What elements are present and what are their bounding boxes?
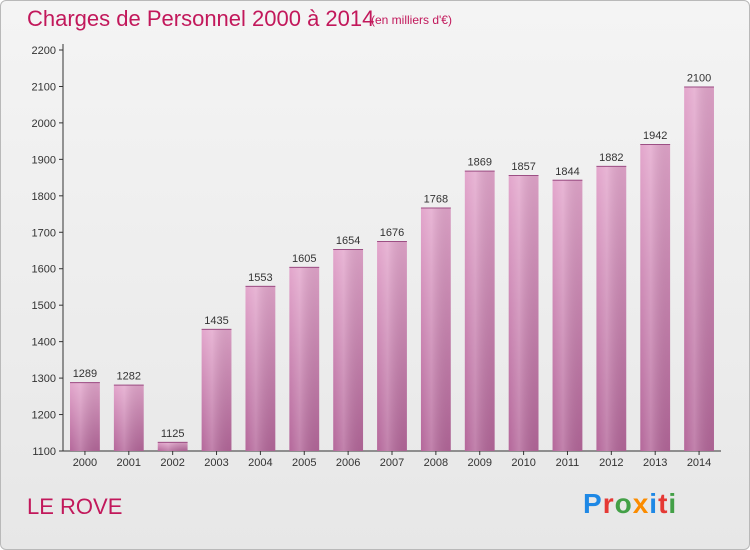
x-tick-label: 2011 [556, 457, 580, 469]
x-tick-label: 2001 [117, 457, 141, 469]
y-tick-label: 1800 [32, 191, 56, 203]
logo-letter: P [583, 488, 603, 519]
bar-shine [552, 179, 583, 451]
bar-shine [464, 170, 495, 451]
bars [70, 86, 714, 452]
proxiti-logo[interactable]: Proxiti [583, 488, 677, 520]
bar-value-label: 1857 [511, 161, 535, 173]
x-tick-label: 2004 [248, 457, 272, 469]
bar-value-label: 1654 [336, 235, 360, 247]
bar-value-label: 1882 [599, 152, 623, 164]
bar-shine [508, 175, 539, 451]
logo-letter: o [614, 488, 633, 519]
y-tick-label: 1100 [32, 446, 56, 458]
y-tick-label: 1200 [32, 410, 56, 422]
bar-value-label: 1282 [117, 371, 141, 383]
bar-value-label: 1605 [292, 253, 316, 265]
y-tick-label: 1700 [32, 227, 56, 239]
x-tick-label: 2003 [204, 457, 228, 469]
logo-letter: t [658, 488, 669, 519]
bar-shine [640, 144, 671, 451]
y-tick-label: 1500 [32, 300, 56, 312]
logo-letter: x [632, 488, 650, 519]
bar-value-label: 1553 [248, 272, 272, 284]
x-tick-label: 2014 [687, 457, 711, 469]
x-tick-label: 2008 [424, 457, 448, 469]
y-tick-label: 2000 [32, 118, 56, 130]
bar-value-label: 1289 [73, 368, 97, 380]
logo-letter: i [649, 488, 659, 519]
bar-shine [157, 441, 188, 451]
bar-value-label: 1125 [161, 428, 185, 440]
y-tick-label: 1600 [32, 264, 56, 276]
logo-letter: r [602, 488, 615, 519]
y-tick-label: 2200 [32, 45, 56, 57]
x-tick-label: 2009 [467, 457, 491, 469]
bar-shine [333, 249, 364, 451]
logo-letter: i [668, 488, 678, 519]
value-labels: 1289 1282 1125 1435 1553 1605 1654 1676 1768 1869… [73, 72, 712, 439]
bar-value-label: 1942 [643, 130, 667, 142]
bar-value-label: 1435 [204, 315, 228, 327]
chart-subtitle: (en milliers d'€) [371, 13, 452, 27]
bar-value-label: 1844 [555, 166, 579, 178]
x-tick-label: 2010 [511, 457, 535, 469]
x-tick-label: 2002 [160, 457, 184, 469]
x-tick-label: 2013 [643, 457, 667, 469]
bar-shine [420, 207, 451, 451]
chart-title: Charges de Personnel 2000 à 2014 [27, 6, 375, 31]
x-tick-label: 2005 [292, 457, 316, 469]
y-tick-labels: 1100 1200 1300 1400 1500 1600 1700 1800 1900 2000… [32, 45, 63, 458]
x-tick-labels: 2000 2001 2002 2003 2004 2005 2006 2007 2008 2009… [73, 451, 711, 469]
x-tick-label: 2012 [599, 457, 623, 469]
bar-shine [596, 165, 627, 451]
bar-shine [245, 285, 276, 451]
bar-shine [70, 382, 100, 451]
bar-shine [377, 241, 407, 451]
bar-shine [113, 384, 144, 451]
x-tick-label: 2007 [380, 457, 404, 469]
x-tick-label: 2006 [336, 457, 360, 469]
y-tick-label: 1900 [32, 154, 56, 166]
bar-value-label: 1676 [380, 227, 404, 239]
x-tick-label: 2000 [73, 457, 97, 469]
bar-shine [289, 266, 320, 451]
y-tick-label: 2100 [32, 81, 56, 93]
y-tick-label: 1300 [32, 373, 56, 385]
bar-value-label: 1768 [424, 193, 448, 205]
location-label: LE ROVE [27, 494, 123, 519]
bar-value-label: 2100 [687, 72, 711, 84]
bar-shine [684, 86, 714, 452]
y-tick-label: 1400 [32, 337, 56, 349]
bar-value-label: 1869 [467, 157, 491, 169]
bar-shine [201, 328, 232, 451]
